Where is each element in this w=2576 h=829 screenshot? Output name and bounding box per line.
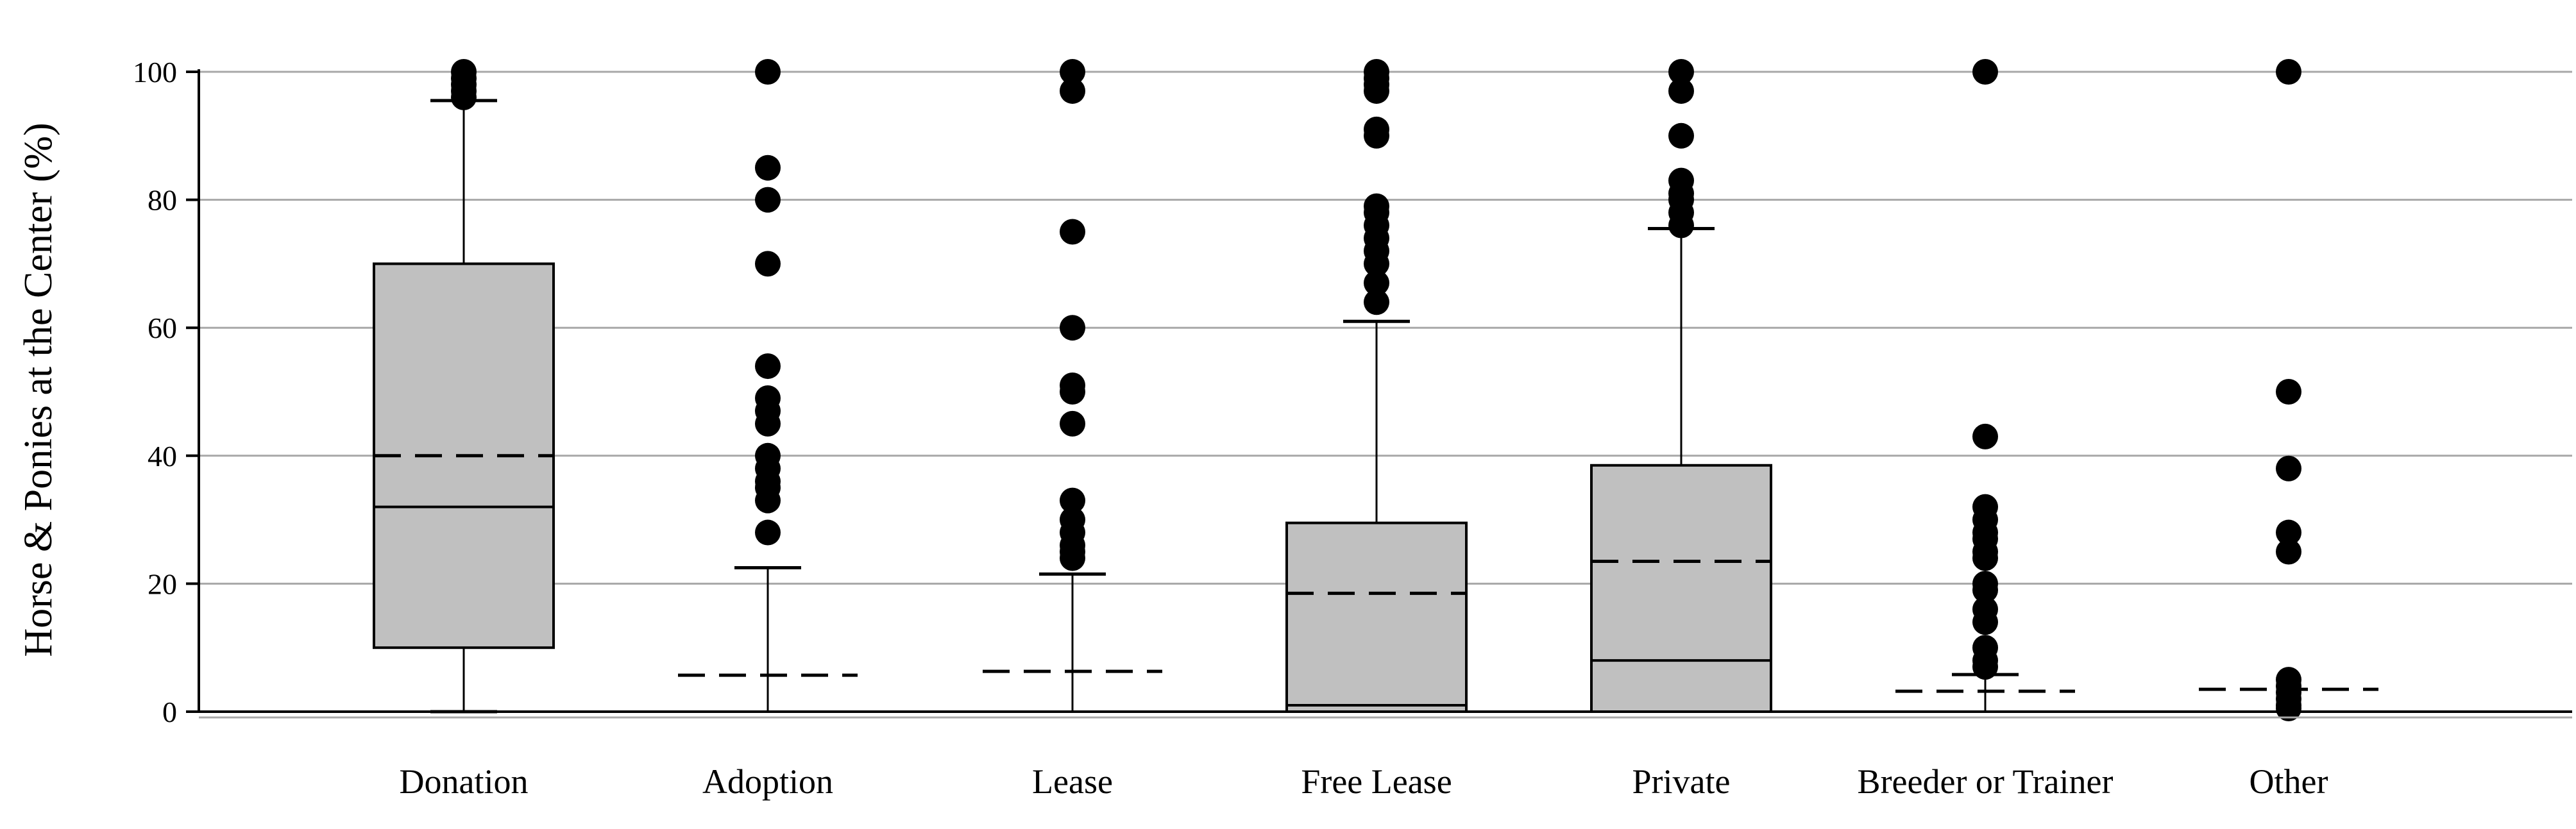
x-category-label: Lease bbox=[1032, 762, 1113, 801]
outlier-point bbox=[1060, 507, 1085, 533]
outlier-point bbox=[1060, 219, 1085, 245]
y-tick-label: 100 bbox=[133, 56, 177, 88]
outlier-point bbox=[1668, 59, 1694, 85]
y-tick-label: 60 bbox=[148, 312, 177, 344]
box-other bbox=[2199, 59, 2378, 722]
outlier-point bbox=[755, 59, 781, 85]
outlier-point bbox=[2276, 667, 2301, 693]
outlier-point bbox=[755, 155, 781, 181]
x-category-label: Other bbox=[2250, 762, 2328, 801]
x-category-label: Private bbox=[1632, 762, 1731, 801]
box-lease bbox=[983, 59, 1162, 713]
outlier-point bbox=[2276, 539, 2301, 565]
outlier-point bbox=[1060, 59, 1085, 85]
x-category-label: Donation bbox=[400, 762, 529, 801]
outlier-point bbox=[1060, 373, 1085, 399]
y-tick-label: 40 bbox=[148, 440, 177, 473]
outlier-point bbox=[1972, 494, 1998, 520]
box-adoption bbox=[678, 59, 858, 713]
outlier-point bbox=[1972, 59, 1998, 85]
box-private bbox=[1590, 59, 1772, 714]
outlier-point bbox=[755, 353, 781, 380]
x-category-label: Free Lease bbox=[1301, 762, 1452, 801]
outlier-point bbox=[1060, 78, 1085, 104]
outlier-point bbox=[1364, 289, 1389, 315]
outlier-point bbox=[755, 251, 781, 277]
outlier-point bbox=[755, 385, 781, 411]
y-tick-label: 80 bbox=[148, 184, 177, 217]
outlier-point bbox=[1972, 571, 1998, 597]
x-category-label: Breeder or Trainer bbox=[1858, 762, 2114, 801]
outlier-point bbox=[1364, 116, 1389, 142]
box-breeder-or-trainer bbox=[1895, 59, 2075, 713]
outlier-point bbox=[2276, 455, 2301, 481]
outlier-point bbox=[1364, 193, 1389, 219]
x-axis: Donation Adoption Lease Free Lease Private Br… bbox=[199, 710, 2572, 801]
x-category-label: Adoption bbox=[702, 762, 833, 801]
y-tick-label: 20 bbox=[148, 567, 177, 600]
outlier-point bbox=[1060, 410, 1085, 437]
outlier-point bbox=[1060, 487, 1085, 514]
box-series bbox=[373, 59, 2378, 722]
outlier-point bbox=[755, 519, 781, 546]
outlier-point bbox=[1972, 423, 1998, 449]
box-free-lease bbox=[1285, 59, 1468, 714]
y-axis: 0 20 40 60 80 100 bbox=[133, 56, 200, 728]
box-iqr bbox=[1590, 464, 1772, 714]
outlier-point bbox=[1668, 78, 1694, 104]
y-axis-title: Horse & Ponies at the Center (%) bbox=[17, 122, 60, 657]
outlier-point bbox=[1060, 315, 1085, 341]
outlier-point bbox=[1364, 270, 1389, 296]
box-iqr bbox=[1285, 521, 1468, 714]
outlier-point bbox=[451, 59, 477, 85]
outlier-point bbox=[2276, 59, 2301, 85]
outlier-point bbox=[1364, 59, 1389, 85]
outlier-point bbox=[1668, 122, 1694, 149]
outlier-point bbox=[1972, 635, 1998, 661]
outlier-point bbox=[1972, 596, 1998, 623]
outlier-point bbox=[755, 442, 781, 469]
box-donation bbox=[373, 59, 555, 714]
y-tick-label: 0 bbox=[162, 696, 177, 728]
outlier-point bbox=[755, 187, 781, 213]
outlier-point bbox=[2276, 379, 2301, 405]
outlier-point bbox=[2276, 519, 2301, 546]
outlier-point bbox=[1668, 167, 1694, 194]
